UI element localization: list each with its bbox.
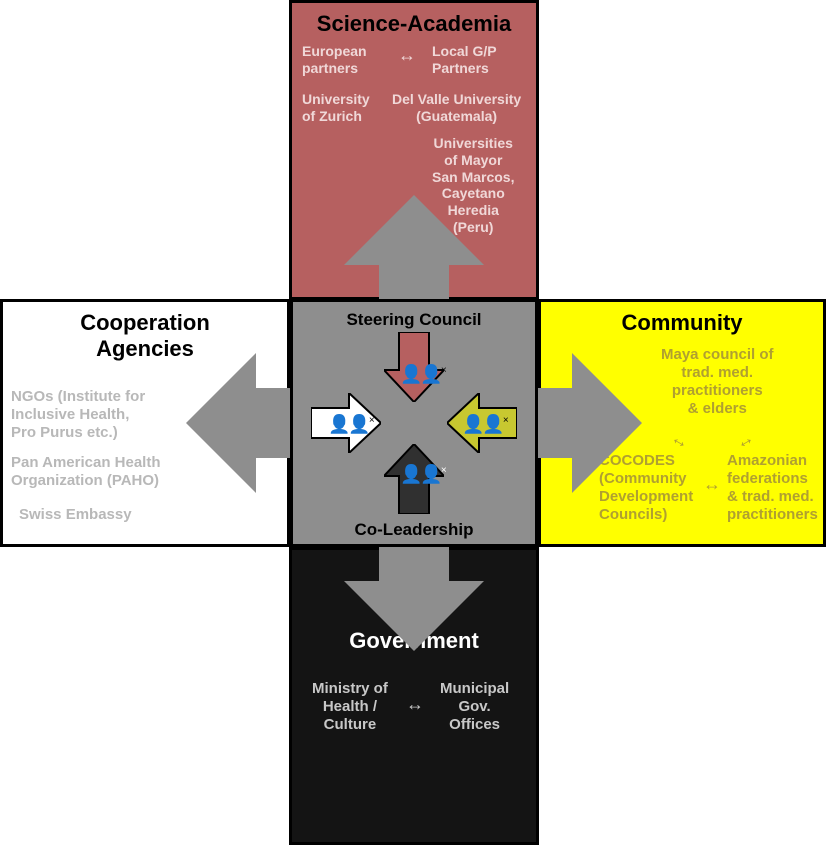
arrow-eu-local: ↔ [398,45,416,67]
item-swiss: Swiss Embassy [19,506,132,524]
people-icon-bottom: 👤👤× [400,464,447,485]
arrow-maya-down-left: ↔ [667,427,693,455]
label-co-leadership: Co-Leadership [290,520,538,540]
item-zurich: University of Zurich [302,91,370,125]
item-maya: Maya council of trad. med. practitioners… [661,346,774,418]
big-arrow-up [344,195,484,315]
people-icon-left: 👤👤× [328,414,375,435]
item-local-partners: Local G/P Partners [432,43,497,77]
label-steering-council: Steering Council [290,310,538,330]
big-arrow-down [344,531,484,651]
arrow-ministry-municipal: ↔ [406,694,424,716]
item-ngos: NGOs (Institute for Inclusive Health, Pr… [11,388,145,442]
big-arrow-right [522,353,642,493]
item-amazon: Amazonian federations & trad. med. pract… [727,452,818,524]
arrow-cocodes-amazon: ↔ [703,474,721,496]
item-ministry: Ministry of Health / Culture [312,680,388,734]
item-municipal: Municipal Gov. Offices [440,680,509,734]
big-arrow-left [186,353,306,493]
arrow-maya-down-right: ↔ [732,427,758,455]
people-icon-right: 👤👤× [462,414,509,435]
item-delvalle: Del Valle University (Guatemala) [392,91,521,125]
item-paho: Pan American Health Organization (PAHO) [11,454,161,490]
item-european-partners: European partners [302,43,367,77]
title-community: Community [541,302,823,340]
title-science-academia: Science-Academia [292,3,536,41]
people-icon-top: 👤👤× [400,364,447,385]
